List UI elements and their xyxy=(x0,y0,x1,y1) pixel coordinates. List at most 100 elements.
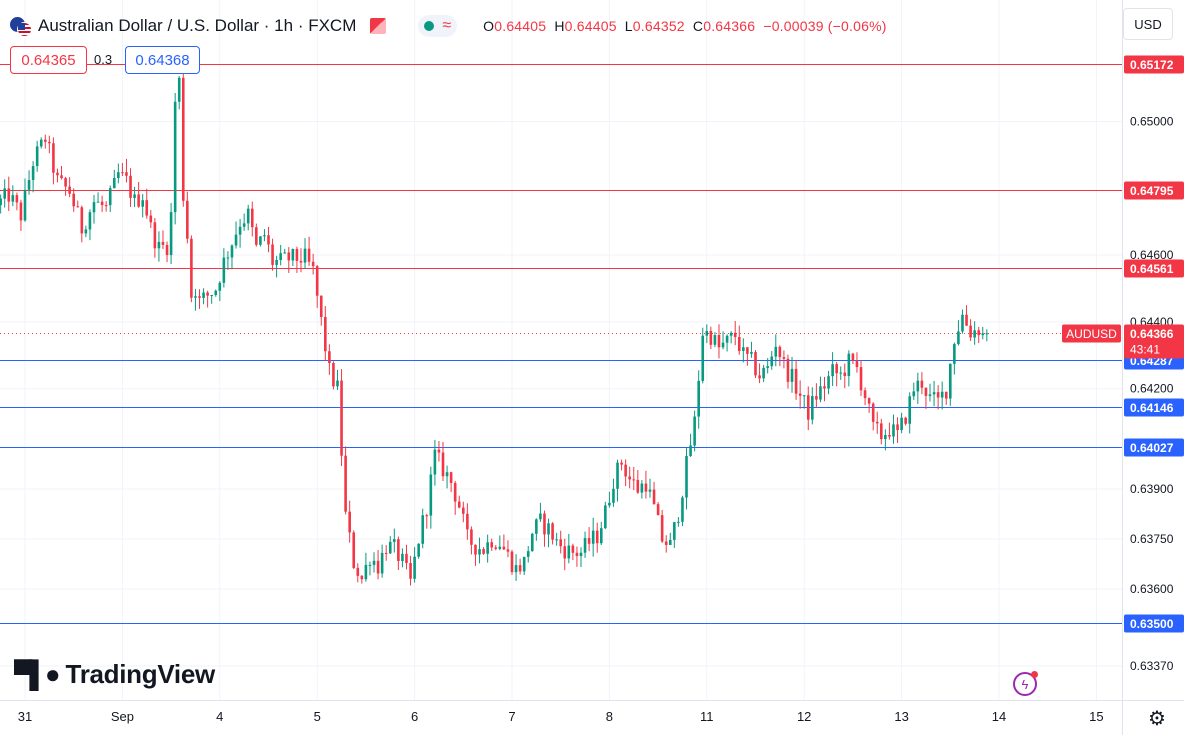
currency-button[interactable]: USD xyxy=(1123,8,1173,40)
candle-body xyxy=(478,549,481,555)
candle-body xyxy=(462,507,465,514)
candle-body xyxy=(226,257,230,259)
candle-body xyxy=(332,362,335,387)
candle-body xyxy=(518,565,522,572)
candle-body xyxy=(754,352,757,376)
candle-body xyxy=(871,403,875,422)
time-tick-label: 7 xyxy=(508,709,515,724)
candle-body xyxy=(774,346,778,357)
candle-body xyxy=(129,175,132,198)
candle-body xyxy=(713,335,717,345)
candle-body xyxy=(121,172,124,174)
candle-body xyxy=(539,513,542,520)
time-tick-label: 12 xyxy=(797,709,811,724)
low-value: 0.64352 xyxy=(632,18,685,34)
candle-body xyxy=(417,543,420,557)
high-value: 0.64405 xyxy=(564,18,617,34)
candle-body xyxy=(709,330,713,345)
candle-body xyxy=(287,252,291,261)
candle-body xyxy=(981,333,985,336)
gear-icon[interactable]: ⚙ xyxy=(1148,707,1166,730)
candle-body xyxy=(725,335,729,343)
price-tags: 0.651720.647950.645610.642870.641460.640… xyxy=(1062,55,1184,633)
candle-body xyxy=(234,234,238,246)
candle-body xyxy=(230,245,234,258)
candle-body xyxy=(559,539,562,547)
logo-text: TradingView xyxy=(65,659,216,689)
red-flag-icon[interactable] xyxy=(370,18,387,34)
open-value: 0.64405 xyxy=(494,18,547,34)
candle-body xyxy=(884,434,887,440)
candle-body xyxy=(413,556,416,579)
candle-body xyxy=(11,195,15,202)
candle-body xyxy=(486,542,489,554)
candle-body xyxy=(697,380,700,417)
candle-body xyxy=(429,474,433,516)
candle-body xyxy=(940,391,944,398)
candle-body xyxy=(145,200,149,216)
candle-body xyxy=(957,331,960,345)
market-status-pill[interactable]: ≈ xyxy=(418,15,458,37)
price-tick-label: 0.64200 xyxy=(1130,382,1174,396)
candle-body xyxy=(782,357,786,359)
candle-body xyxy=(494,547,498,549)
candle-body xyxy=(701,335,705,381)
time-tick-label: 8 xyxy=(606,709,613,724)
level-tag-0.63500 xyxy=(1124,614,1184,633)
level-tag-text: 0.64795 xyxy=(1130,184,1174,198)
candle-body xyxy=(961,314,964,332)
candle-body xyxy=(575,552,579,557)
candle-body xyxy=(186,200,189,239)
candle-body xyxy=(56,172,59,176)
symbol-title[interactable]: Australian Dollar / U.S. Dollar · 1h · F… xyxy=(38,16,357,35)
price-tick-label: 0.65000 xyxy=(1130,115,1174,129)
price-tick-label: 0.63750 xyxy=(1130,532,1174,546)
ohlc-readout: O0.64405 H0.64405 L0.64352 C0.64366 −0.0… xyxy=(483,18,886,34)
candle-body xyxy=(555,539,558,541)
candle-body xyxy=(770,356,774,367)
candle-body xyxy=(169,212,173,256)
sell-price-button[interactable]: 0.64365 xyxy=(10,46,87,74)
candle-body xyxy=(855,360,859,368)
chart-header: Australian Dollar / U.S. Dollar · 1h · F… xyxy=(10,13,887,39)
candle-body xyxy=(535,519,538,534)
candle-body xyxy=(348,511,351,533)
price-tick-label: 0.63370 xyxy=(1130,659,1174,673)
candle-body xyxy=(457,501,461,508)
candle-body xyxy=(819,386,822,400)
candle-body xyxy=(920,380,924,388)
candle-body xyxy=(453,482,457,502)
candle-body xyxy=(811,396,814,420)
time-tick-label: 5 xyxy=(314,709,321,724)
candle-body xyxy=(35,146,39,167)
tradingview-logo[interactable]: ▀▌● TradingView xyxy=(14,659,215,690)
candle-body xyxy=(376,560,380,574)
candle-body xyxy=(364,564,368,580)
candle-body xyxy=(766,366,769,368)
candle-body xyxy=(908,396,912,424)
time-axis-labels: 31 Sep 4 5 6 7 8 11 12 13 14 15 xyxy=(18,709,1104,724)
candle-body xyxy=(973,330,976,338)
candle-body xyxy=(23,189,27,221)
candle-body xyxy=(246,208,250,224)
candle-body xyxy=(96,201,100,203)
candle-body xyxy=(31,166,35,181)
candle-body xyxy=(660,515,664,542)
open-label: O xyxy=(483,18,495,34)
candle-body xyxy=(112,177,116,189)
candle-body xyxy=(839,372,843,374)
candle-body xyxy=(165,244,169,256)
candle-body xyxy=(27,180,31,190)
candle-body xyxy=(608,502,611,506)
candle-body xyxy=(401,553,404,562)
buy-price-button[interactable]: 0.64368 xyxy=(125,46,200,74)
candle-body xyxy=(567,545,571,559)
level-tag-text: 0.65172 xyxy=(1130,58,1174,72)
candle-body xyxy=(190,238,193,298)
candle-body xyxy=(705,330,709,336)
candle-body xyxy=(587,538,591,544)
lightning-icon[interactable]: ϟ xyxy=(1013,671,1038,696)
candle-body xyxy=(762,367,765,379)
candle-body xyxy=(352,532,356,568)
